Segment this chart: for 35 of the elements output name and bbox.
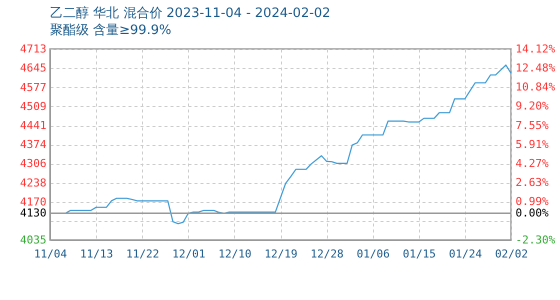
y-tick-label: 4130 — [20, 206, 46, 220]
y-tick-label: 4713 — [20, 42, 46, 56]
y-tick-label: 4238 — [20, 176, 46, 190]
y-tick-label: 4374 — [20, 138, 47, 151]
y2-tick-label: 12.48% — [516, 62, 556, 75]
x-tick-label: 11/13 — [80, 248, 114, 260]
x-tick-label: 12/28 — [310, 248, 344, 260]
x-tick-label: 12/10 — [218, 248, 252, 260]
x-tick-label: 02/02 — [494, 248, 528, 260]
y-tick-label: 4645 — [20, 62, 46, 75]
y2-tick-label: -2.30% — [516, 234, 556, 246]
y-tick-label: 4035 — [20, 234, 46, 246]
y-tick-label: 4509 — [20, 100, 46, 113]
chart-subtitle: 聚酯级 含量≥99.9% — [50, 23, 172, 38]
y-tick-label: 4577 — [20, 80, 46, 94]
y-tick-label: 4441 — [20, 119, 46, 132]
x-tick-label: 11/04 — [34, 248, 68, 260]
y2-tick-label: 5.91% — [516, 138, 549, 151]
chart-title: 乙二醇 华北 混合价 2023-11-04 - 2024-02-02 — [50, 6, 330, 21]
x-tick-label: 01/24 — [448, 248, 482, 260]
y2-tick-label: 14.12% — [516, 42, 556, 56]
x-tick-label: 12/19 — [264, 248, 298, 260]
y2-tick-label: 0.99% — [516, 195, 549, 208]
y2-tick-label: 2.63% — [516, 176, 549, 190]
y2-tick-label: 9.20% — [516, 100, 549, 113]
y2-tick-label: 7.55% — [516, 118, 549, 132]
x-tick-label: 01/06 — [356, 248, 390, 260]
y2-tick-label: 10.84% — [516, 80, 556, 94]
y2-tick-label: 4.27% — [516, 157, 549, 170]
x-tick-label: 01/15 — [402, 248, 436, 260]
y-tick-label: 4306 — [20, 157, 46, 170]
y2-tick-label: 0.00% — [516, 206, 549, 220]
y-tick-label: 4170 — [20, 195, 46, 208]
x-tick-label: 12/01 — [172, 248, 206, 260]
x-tick-label: 11/22 — [126, 248, 160, 260]
